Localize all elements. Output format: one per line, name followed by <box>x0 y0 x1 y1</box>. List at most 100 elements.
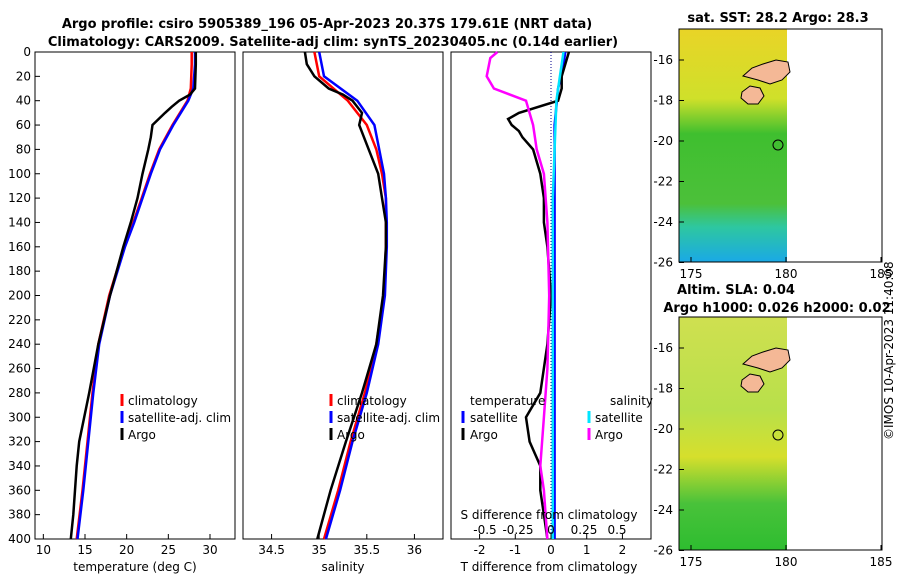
lat-tick-label: -26 <box>653 544 673 558</box>
salinity-tick-labels: 34.5 35 35.5 36 <box>258 534 422 557</box>
lat-tick-label: -16 <box>653 53 673 67</box>
salinity-panel: 34.5 35 35.5 36 salinity climatology satell… <box>242 51 444 574</box>
x-tick-label: -1 <box>509 543 521 557</box>
sst-map-frame <box>678 28 883 263</box>
sla-lat-tick-labels: -16 -18 -20 -22 -24 -26 <box>653 341 684 558</box>
series-line-s-satellite <box>551 51 565 539</box>
s-tick-label: -0.25 <box>502 523 533 537</box>
series-line-s-argo <box>485 51 551 540</box>
salinity-xlabel: salinity <box>321 560 364 574</box>
y-tick-label: 360 <box>8 483 31 497</box>
legend-label-climatology: climatology <box>128 394 198 408</box>
sst-lat-tick-labels: -16 -18 -20 -22 -24 -26 <box>653 53 684 270</box>
sla-island-viti-levu <box>740 373 765 393</box>
temperature-xlabel: temperature (deg C) <box>73 560 196 574</box>
x-tick-label: 36 <box>407 543 422 557</box>
y-tick-label: 40 <box>16 94 31 108</box>
legend-label-satellite: satellite-adj. clim <box>337 411 440 425</box>
legend-label-climatology: climatology <box>337 394 407 408</box>
lat-tick-label: -24 <box>653 215 673 229</box>
t-difference-tick-labels: -2 -1 0 1 2 <box>474 534 627 557</box>
series-line-argo <box>303 51 388 540</box>
x-tick-label: 34.5 <box>258 543 285 557</box>
y-tick-label: 100 <box>8 167 31 181</box>
legend-label-argo: Argo <box>128 428 156 442</box>
y-tick-label: 380 <box>8 508 31 522</box>
lon-tick-label: 180 <box>775 267 798 281</box>
y-tick-label: 300 <box>8 410 31 424</box>
sst-island-vanua-levu <box>741 59 791 85</box>
x-tick-label: 30 <box>202 543 217 557</box>
sla-argo-location-marker <box>772 429 784 441</box>
x-tick-label: 20 <box>119 543 134 557</box>
figure-title-line2: Climatology: CARS2009. Satellite-adj cli… <box>48 35 618 50</box>
x-tick-label: 35.5 <box>353 543 380 557</box>
depth-tick-labels: 0 20 40 60 80 100 120 140 160 180 200 220 240 260 280 3… <box>8 45 40 546</box>
y-tick-label: 200 <box>8 289 31 303</box>
y-tick-label: 240 <box>8 337 31 351</box>
lon-tick-label: 175 <box>680 555 703 569</box>
sst-argo-location-marker <box>772 139 784 151</box>
lat-tick-label: -18 <box>653 382 673 396</box>
lat-tick-label: -22 <box>653 463 673 477</box>
y-tick-label: 160 <box>8 240 31 254</box>
difference-series <box>485 51 571 540</box>
figure-title-line1: Argo profile: csiro 5905389_196 05-Apr-2… <box>62 17 592 32</box>
t-difference-xlabel: T difference from climatology <box>460 560 638 574</box>
series-line-t-argo <box>506 51 571 540</box>
salinity-series <box>303 51 389 540</box>
y-tick-label: 260 <box>8 362 31 376</box>
sla-map-title: Altim. SLA: 0.04 <box>677 283 795 298</box>
sla-lon-tick-labels: 175 180 185 <box>680 545 893 569</box>
x-tick-label: 1 <box>583 543 591 557</box>
s-tick-label: 0 <box>547 523 555 537</box>
legend-header-salinity: salinity <box>610 394 653 408</box>
y-tick-label: 140 <box>8 215 31 229</box>
lat-tick-label: -20 <box>653 134 673 148</box>
temperature-panel: 0 20 40 60 80 100 120 140 160 180 200 220 240 260 280 3… <box>8 45 236 574</box>
difference-legend: temperature salinity satellite Argo sate… <box>461 394 653 442</box>
sst-map-panel: sat. SST: 28.2 Argo: 28.3 -16 -18 -20 -22 -2… <box>653 11 892 281</box>
lat-tick-label: -18 <box>653 94 673 108</box>
s-tick-label: 0.5 <box>607 523 626 537</box>
y-tick-label: 220 <box>8 313 31 327</box>
series-line-argo <box>69 52 198 540</box>
y-tick-label: 320 <box>8 435 31 449</box>
legend-label-argo: Argo <box>337 428 365 442</box>
lat-tick-label: -22 <box>653 175 673 189</box>
x-tick-label: 2 <box>619 543 627 557</box>
y-tick-label: 20 <box>16 69 31 83</box>
s-tick-label: -0.5 <box>473 523 496 537</box>
x-tick-label: 35 <box>312 543 327 557</box>
y-tick-label: 80 <box>16 142 31 156</box>
lon-tick-label: 175 <box>680 267 703 281</box>
lat-tick-label: -16 <box>653 341 673 355</box>
sla-map-panel: Altim. SLA: 0.04 Argo h1000: 0.026 h2000… <box>653 283 892 569</box>
salinity-legend: climatology satellite-adj. clim Argo <box>329 394 440 442</box>
s-tick-label: 0.25 <box>571 523 598 537</box>
y-tick-label: 340 <box>8 459 31 473</box>
sla-island-vanua-levu <box>741 347 791 373</box>
sst-lon-tick-labels: 175 180 185 <box>680 257 892 281</box>
y-tick-label: 0 <box>23 45 31 59</box>
y-tick-label: 60 <box>16 118 31 132</box>
lon-tick-label: 185 <box>870 555 893 569</box>
legend-label-t-argo: Argo <box>470 428 498 442</box>
x-tick-label: 25 <box>161 543 176 557</box>
y-tick-label: 400 <box>8 532 31 546</box>
legend-label-s-argo: Argo <box>595 428 623 442</box>
sla-map-subtitle: Argo h1000: 0.026 h2000: 0.02 <box>663 301 890 316</box>
lat-tick-label: -24 <box>653 503 673 517</box>
y-tick-label: 180 <box>8 264 31 278</box>
difference-panel: -2 -1 0 1 2 -0.5 -0.25 0 0.25 0.5 S difference f… <box>450 51 653 574</box>
legend-label-t-satellite: satellite <box>470 411 518 425</box>
x-tick-label: -2 <box>474 543 486 557</box>
temperature-tick-labels: 10 15 20 25 30 <box>36 534 218 557</box>
s-difference-xlabel: S difference from climatology <box>461 508 638 522</box>
temperature-series <box>69 52 198 540</box>
temperature-axes-frame <box>34 51 236 540</box>
legend-label-satellite: satellite-adj. clim <box>128 411 231 425</box>
sla-map-frame <box>678 316 883 551</box>
y-tick-label: 120 <box>8 191 31 205</box>
